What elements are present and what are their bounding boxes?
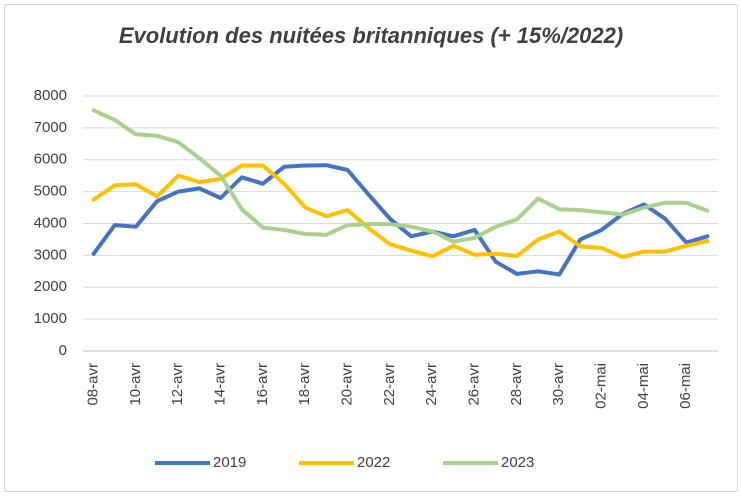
x-tick-label: 06-mai (677, 363, 694, 409)
y-tick-label: 8000 (34, 87, 67, 104)
x-tick-label: 16-avr (254, 363, 271, 406)
legend-label: 2023 (501, 454, 534, 471)
y-tick-label: 2000 (34, 278, 67, 295)
x-tick-label: 26-avr (466, 363, 483, 406)
y-tick-label: 6000 (34, 151, 67, 168)
legend-label: 2019 (213, 454, 246, 471)
series-line (91, 108, 710, 244)
y-tick-label: 0 (59, 342, 67, 359)
x-tick-label: 02-mai (593, 363, 610, 409)
y-tick-label: 5000 (34, 183, 67, 200)
y-tick-label: 3000 (34, 246, 67, 263)
x-tick-label: 12-avr (169, 363, 186, 406)
y-tick-label: 1000 (34, 310, 67, 327)
x-tick-label: 24-avr (423, 363, 440, 406)
chart-border (4, 4, 738, 492)
x-tick-label: 20-avr (339, 363, 356, 406)
x-tick-label: 22-avr (381, 363, 398, 406)
y-tick-label: 4000 (34, 214, 67, 231)
series-line (91, 163, 710, 259)
chart-title: Evolution des nuitées britanniques (+ 15… (119, 23, 623, 48)
x-tick-label: 10-avr (127, 363, 144, 406)
y-tick-label: 7000 (34, 119, 67, 136)
x-tick-label: 08-avr (85, 363, 102, 406)
legend-label: 2022 (357, 454, 390, 471)
x-tick-label: 30-avr (550, 363, 567, 406)
x-tick-label: 04-mai (635, 363, 652, 409)
x-tick-label: 18-avr (296, 363, 313, 406)
series-line (91, 163, 710, 277)
x-tick-label: 28-avr (508, 363, 525, 406)
x-tick-label: 14-avr (212, 363, 229, 406)
